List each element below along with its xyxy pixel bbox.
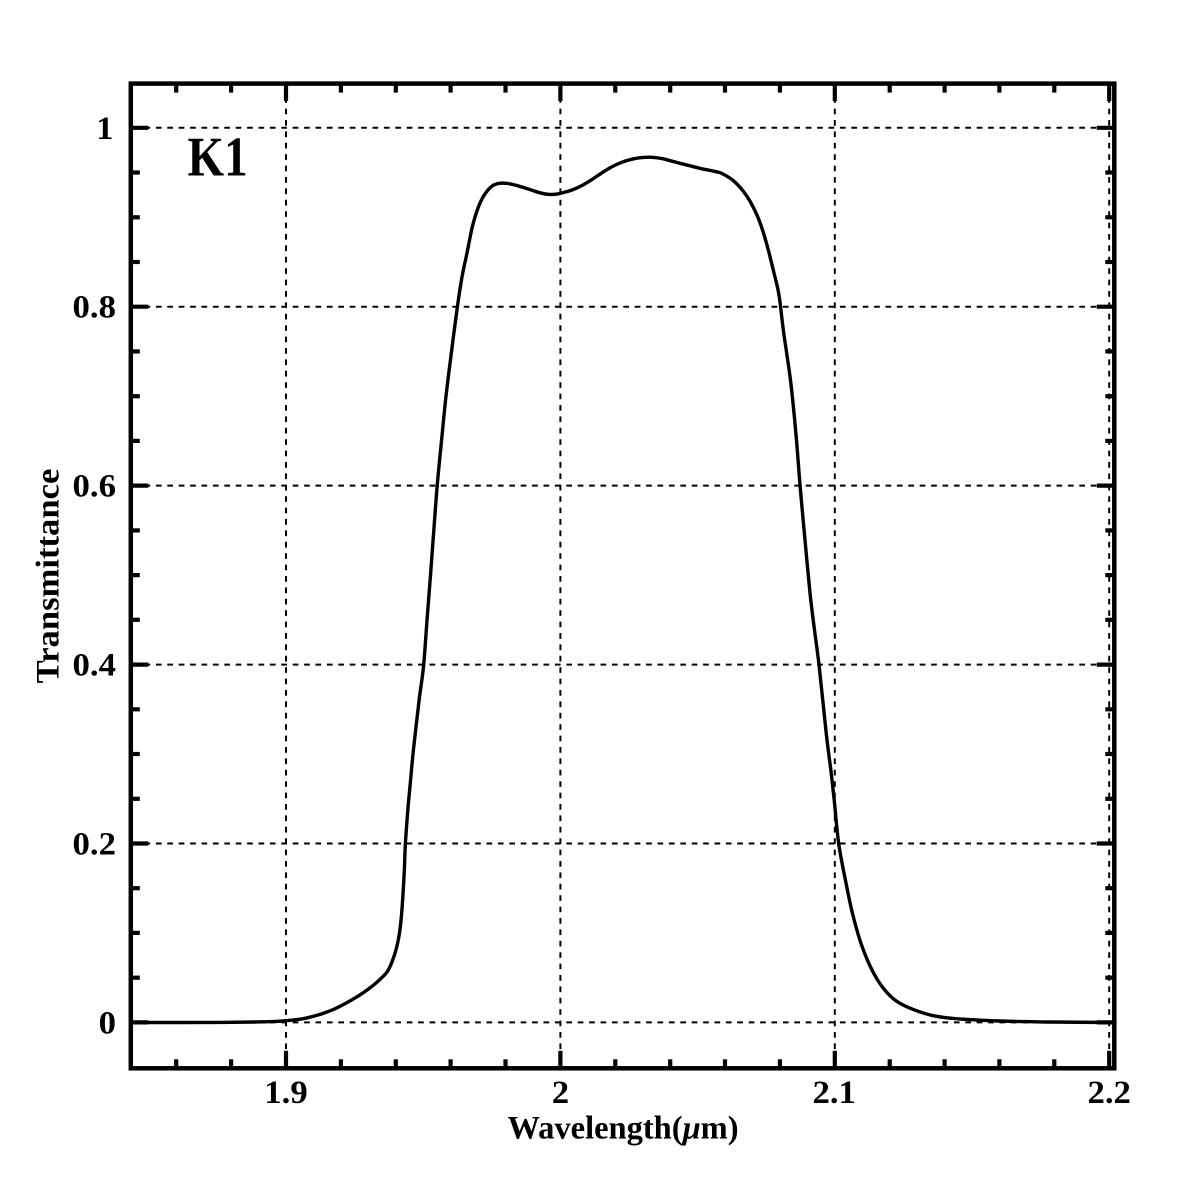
- svg-text:0: 0: [99, 1005, 116, 1041]
- svg-text:Transmittance: Transmittance: [30, 469, 66, 684]
- svg-text:1.9: 1.9: [264, 1075, 307, 1111]
- svg-text:0.6: 0.6: [73, 469, 116, 505]
- svg-text:2.1: 2.1: [812, 1075, 855, 1111]
- svg-text:K1: K1: [188, 127, 248, 189]
- svg-text:0.4: 0.4: [73, 648, 117, 684]
- svg-text:0.2: 0.2: [73, 826, 116, 862]
- svg-text:1: 1: [96, 111, 113, 147]
- svg-text:2.2: 2.2: [1087, 1075, 1130, 1111]
- svg-text:Wavelength(μm): Wavelength(μm): [507, 1111, 738, 1147]
- svg-text:0.8: 0.8: [73, 290, 116, 326]
- svg-text:2: 2: [552, 1075, 569, 1111]
